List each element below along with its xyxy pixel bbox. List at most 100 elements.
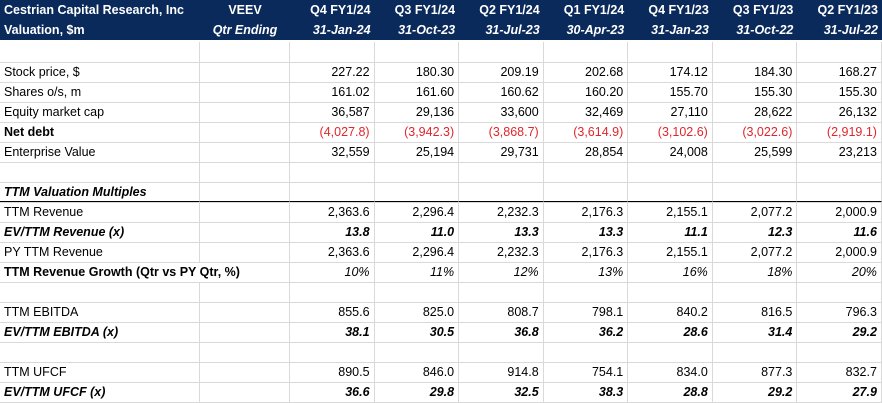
value-cell: 890.5 xyxy=(290,362,375,382)
value-cell: (3,942.3) xyxy=(375,122,460,142)
value-cell: 11.6 xyxy=(797,222,882,242)
value-cell: (2,919.1) xyxy=(797,122,882,142)
quarter-label: Q2 FY1/24 xyxy=(479,3,540,17)
value-cell: 20% xyxy=(797,262,882,282)
value-cell: 825.0 xyxy=(375,302,460,322)
value-cell: 38.1 xyxy=(290,322,375,342)
row-ttm-revenue: TTM Revenue 2,363.6 2,296.4 2,232.3 2,17… xyxy=(0,202,882,223)
row-label: Net debt xyxy=(0,122,200,142)
header-row-dates: Valuation, $m Qtr Ending 31-Jan-24 31-Oc… xyxy=(0,20,882,40)
value-cell: 29,136 xyxy=(375,102,460,122)
value-cell: 25,599 xyxy=(713,142,798,162)
value-cell: 227.22 xyxy=(290,62,375,82)
value-cell: 28.6 xyxy=(628,322,713,342)
blank-row xyxy=(0,162,882,183)
quarter-date: 31-Jul-22 xyxy=(823,23,878,37)
quarter-date: 31-Jul-23 xyxy=(485,23,540,37)
value-cell: 24,008 xyxy=(628,142,713,162)
value-cell: 160.20 xyxy=(544,82,629,102)
company-name: Cestrian Capital Research, Inc xyxy=(4,3,184,17)
row-ttm-revenue-growth: TTM Revenue Growth (Qtr vs PY Qtr, %) 10… xyxy=(0,262,882,283)
quarter-date: 31-Oct-22 xyxy=(736,23,794,37)
quarter-date: 30-Apr-23 xyxy=(566,23,625,37)
ticker: VEEV xyxy=(228,3,262,17)
row-label: EV/TTM UFCF (x) xyxy=(0,382,200,402)
value-cell: 29.2 xyxy=(797,322,882,342)
value-cell: 2,176.3 xyxy=(544,202,629,222)
row-label: Stock price, $ xyxy=(0,62,200,82)
row-label: TTM EBITDA xyxy=(0,302,200,322)
value-cell: 2,296.4 xyxy=(375,242,460,262)
value-cell: 2,155.1 xyxy=(628,242,713,262)
row-label: Equity market cap xyxy=(0,102,200,122)
row-label: Shares o/s, m xyxy=(0,82,200,102)
value-cell: 155.30 xyxy=(797,82,882,102)
section-ttm-header: TTM Valuation Multiples xyxy=(0,182,882,203)
value-cell: 36.8 xyxy=(459,322,544,342)
value-cell: 38.3 xyxy=(544,382,629,402)
quarter-label: Q4 FY1/23 xyxy=(648,3,709,17)
quarter-label: Q4 FY1/24 xyxy=(310,3,371,17)
row-label: TTM Revenue xyxy=(0,202,200,222)
value-cell: 2,155.1 xyxy=(628,202,713,222)
value-cell: 16% xyxy=(628,262,713,282)
value-cell: 161.02 xyxy=(290,82,375,102)
value-cell: 28,854 xyxy=(544,142,629,162)
value-cell: 13.8 xyxy=(290,222,375,242)
row-label: EV/TTM EBITDA (x) xyxy=(0,322,200,342)
quarter-date: 31-Jan-23 xyxy=(651,23,709,37)
value-cell: 798.1 xyxy=(544,302,629,322)
value-cell: 209.19 xyxy=(459,62,544,82)
value-cell: 23,213 xyxy=(797,142,882,162)
value-cell: 2,363.6 xyxy=(290,202,375,222)
value-cell: 12% xyxy=(459,262,544,282)
quarter-date: 31-Oct-23 xyxy=(398,23,456,37)
row-ev-ttm-ebitda: EV/TTM EBITDA (x) 38.1 30.5 36.8 36.2 28… xyxy=(0,322,882,343)
row-ttm-ebitda: TTM EBITDA 855.6 825.0 808.7 798.1 840.2… xyxy=(0,302,882,323)
value-cell: 174.12 xyxy=(628,62,713,82)
blank-row xyxy=(0,42,882,63)
value-cell: 877.3 xyxy=(713,362,798,382)
value-cell: 840.2 xyxy=(628,302,713,322)
row-label: PY TTM Revenue xyxy=(0,242,200,262)
value-cell: 29.2 xyxy=(713,382,798,402)
value-cell: 2,363.6 xyxy=(290,242,375,262)
value-cell: 161.60 xyxy=(375,82,460,102)
row-enterprise-value: Enterprise Value 32,559 25,194 29,731 28… xyxy=(0,142,882,163)
value-cell: 855.6 xyxy=(290,302,375,322)
value-cell: 36.6 xyxy=(290,382,375,402)
value-cell: 155.70 xyxy=(628,82,713,102)
value-cell: 29,731 xyxy=(459,142,544,162)
value-cell: 184.30 xyxy=(713,62,798,82)
value-cell: 32,469 xyxy=(544,102,629,122)
value-cell: 155.30 xyxy=(713,82,798,102)
value-cell: 27.9 xyxy=(797,382,882,402)
value-cell: 846.0 xyxy=(375,362,460,382)
value-cell: 10% xyxy=(290,262,375,282)
value-cell: 12.3 xyxy=(713,222,798,242)
value-cell: 832.7 xyxy=(797,362,882,382)
value-cell: 28.8 xyxy=(628,382,713,402)
value-cell: 914.8 xyxy=(459,362,544,382)
row-label: EV/TTM Revenue (x) xyxy=(0,222,200,242)
value-cell: 11.1 xyxy=(628,222,713,242)
value-cell: 30.5 xyxy=(375,322,460,342)
value-cell: 25,194 xyxy=(375,142,460,162)
value-cell: 2,296.4 xyxy=(375,202,460,222)
value-cell: 13.3 xyxy=(459,222,544,242)
row-shares: Shares o/s, m 161.02 161.60 160.62 160.2… xyxy=(0,82,882,103)
value-cell: 2,077.2 xyxy=(713,202,798,222)
blank-row xyxy=(0,282,882,303)
value-cell: 36,587 xyxy=(290,102,375,122)
blank-row xyxy=(0,342,882,363)
value-cell: 180.30 xyxy=(375,62,460,82)
value-cell: 2,000.9 xyxy=(797,242,882,262)
value-cell: 27,110 xyxy=(628,102,713,122)
value-cell: 29.8 xyxy=(375,382,460,402)
row-ttm-ufcf: TTM UFCF 890.5 846.0 914.8 754.1 834.0 8… xyxy=(0,362,882,383)
value-cell: 36.2 xyxy=(544,322,629,342)
value-cell: 2,000.9 xyxy=(797,202,882,222)
value-cell: 796.3 xyxy=(797,302,882,322)
subtitle: Valuation, $m xyxy=(4,23,85,37)
